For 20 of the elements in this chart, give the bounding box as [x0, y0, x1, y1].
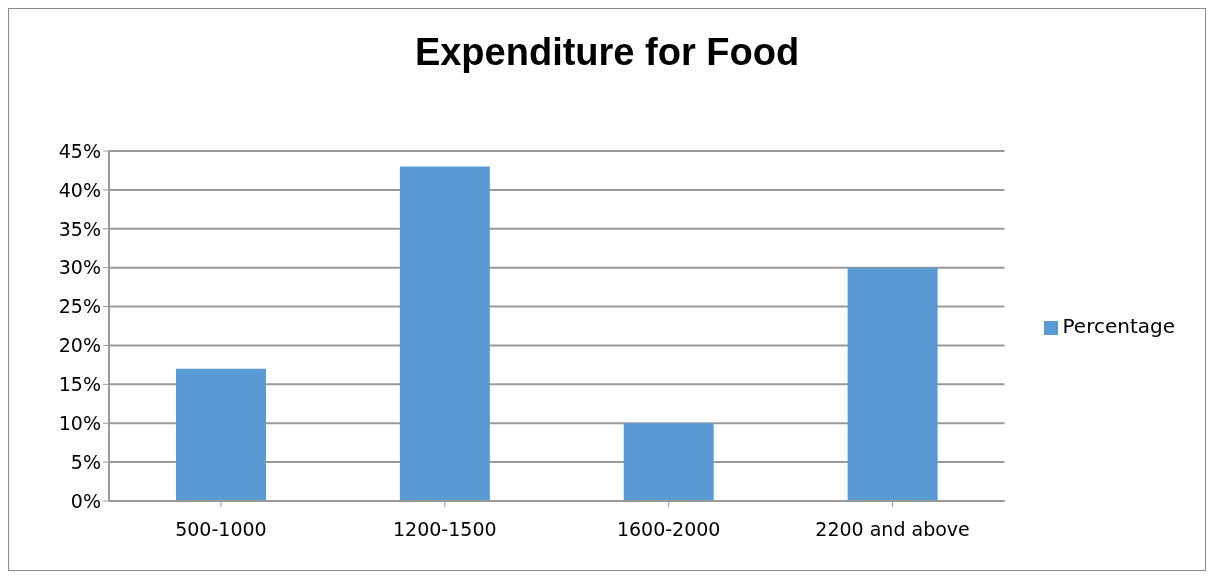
x-tick-label: 2200 and above [815, 518, 970, 541]
y-tick-label: 10% [58, 411, 101, 434]
y-tick-label: 5% [70, 450, 101, 473]
y-tick-label: 20% [58, 334, 101, 357]
y-tick-label: 0% [70, 489, 101, 512]
y-tick-label: 35% [58, 217, 101, 240]
y-tick-label: 25% [58, 295, 101, 318]
bar [176, 368, 266, 501]
legend-label: Percentage [1062, 314, 1175, 338]
x-tick-label: 1600-2000 [616, 518, 721, 541]
x-tick-label: 1200-1500 [393, 518, 497, 541]
y-tick-label: 15% [58, 373, 101, 396]
y-tick-label: 45% [58, 139, 101, 162]
bar [399, 166, 490, 501]
bar [847, 267, 938, 501]
chart-title: Expenditure for Food [413, 30, 801, 75]
bar [623, 423, 714, 501]
y-tick-label: 30% [58, 256, 101, 279]
x-tick-label: 500-1000 [175, 518, 267, 541]
y-tick-label: 40% [58, 178, 101, 201]
